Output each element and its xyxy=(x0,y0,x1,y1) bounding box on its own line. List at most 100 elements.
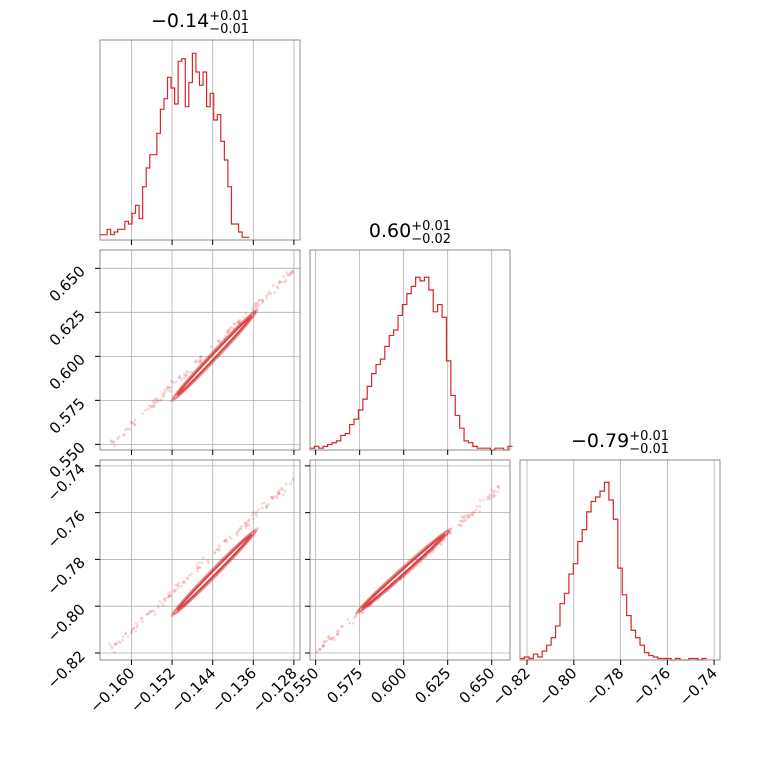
sample-point xyxy=(254,512,257,516)
sample-point xyxy=(156,400,160,403)
sample-point xyxy=(260,506,264,510)
sample-point xyxy=(166,385,170,389)
sample-point xyxy=(195,360,198,364)
axes-frame xyxy=(99,249,301,451)
sample-point xyxy=(261,300,265,304)
sample-point xyxy=(315,651,319,654)
y-tick-label: −0.80 xyxy=(44,600,89,645)
sample-point xyxy=(152,402,156,405)
sample-point xyxy=(140,620,144,624)
sample-point xyxy=(468,514,471,517)
sample-point xyxy=(245,523,249,527)
sample-point xyxy=(254,305,258,308)
title-minus: −0.01 xyxy=(629,442,669,457)
sample-point xyxy=(321,644,325,648)
y-tick-label: −0.78 xyxy=(44,554,89,599)
sample-point xyxy=(492,495,495,499)
sample-point xyxy=(147,407,150,411)
sample-point xyxy=(471,513,475,516)
x-tick-label: −0.80 xyxy=(535,664,580,709)
sample-point xyxy=(198,361,202,365)
sample-point xyxy=(153,612,157,616)
y-tick-label: 0.600 xyxy=(46,350,89,393)
sample-point xyxy=(155,398,159,401)
sample-point xyxy=(246,519,250,523)
sample-point xyxy=(321,644,325,648)
sample-point xyxy=(322,643,326,647)
x-tick-label: 0.625 xyxy=(411,664,454,707)
sample-point xyxy=(281,488,284,492)
sample-point xyxy=(167,592,171,595)
sample-point xyxy=(227,330,231,333)
sample-point xyxy=(150,609,154,613)
sample-point xyxy=(185,370,188,374)
sample-point xyxy=(333,638,336,642)
sample-point xyxy=(152,609,156,613)
sample-point xyxy=(147,612,150,616)
sample-point xyxy=(225,330,229,334)
sample-point xyxy=(277,492,280,496)
sample-point xyxy=(229,537,233,540)
sample-point xyxy=(257,304,261,308)
sample-point xyxy=(287,274,291,277)
sample-point xyxy=(276,286,280,290)
sample-point xyxy=(217,339,221,343)
sample-point xyxy=(232,322,236,326)
sample-point xyxy=(159,398,163,402)
sample-point xyxy=(161,604,165,608)
sample-point xyxy=(492,491,496,494)
sample-point xyxy=(217,339,220,343)
sample-point xyxy=(273,291,277,294)
sample-point xyxy=(242,316,246,319)
sample-point xyxy=(164,599,167,602)
sample-point xyxy=(286,273,290,277)
sample-point xyxy=(226,331,230,335)
sample-point xyxy=(190,370,194,374)
sample-point xyxy=(279,486,283,490)
sample-point xyxy=(117,435,121,438)
sample-point xyxy=(265,296,268,300)
sample-point xyxy=(171,381,175,384)
sample-point xyxy=(277,489,281,492)
sample-point xyxy=(471,514,474,517)
sample-point xyxy=(289,272,293,276)
sample-point xyxy=(200,561,204,565)
sample-point xyxy=(128,427,132,431)
sample-point xyxy=(353,614,357,618)
x-tick-label: −0.78 xyxy=(582,664,627,709)
sample-point xyxy=(467,516,471,519)
sample-point xyxy=(201,556,205,560)
sample-point xyxy=(340,625,343,628)
sample-point xyxy=(182,373,186,376)
title-plus: +0.01 xyxy=(629,429,669,444)
sample-point xyxy=(335,632,339,636)
sample-point xyxy=(163,596,167,600)
sample-point xyxy=(223,539,227,543)
sample-point xyxy=(133,423,137,427)
sample-point xyxy=(460,519,464,522)
sample-point xyxy=(162,392,166,396)
sample-point xyxy=(130,420,133,424)
sample-point xyxy=(449,531,452,534)
sample-point xyxy=(132,627,136,630)
sample-point xyxy=(178,376,182,379)
sample-point xyxy=(196,569,200,573)
sample-point xyxy=(218,545,221,549)
sample-point xyxy=(270,496,274,500)
sample-point xyxy=(122,433,126,436)
sample-point xyxy=(275,285,279,288)
sample-point xyxy=(198,360,201,363)
sample-point xyxy=(260,298,264,302)
sample-point xyxy=(482,498,486,502)
axes-frame xyxy=(99,39,301,241)
sample-point xyxy=(269,292,273,296)
y-tick-label: −0.82 xyxy=(44,647,89,692)
marginal-title: −0.79+0.01 −0.01 xyxy=(571,429,669,457)
sample-point xyxy=(170,379,173,383)
sample-point xyxy=(250,513,254,517)
sample-point xyxy=(326,635,330,639)
sample-point xyxy=(228,327,232,331)
sample-point xyxy=(133,418,137,422)
sample-point xyxy=(237,528,241,532)
sample-point xyxy=(132,421,136,425)
